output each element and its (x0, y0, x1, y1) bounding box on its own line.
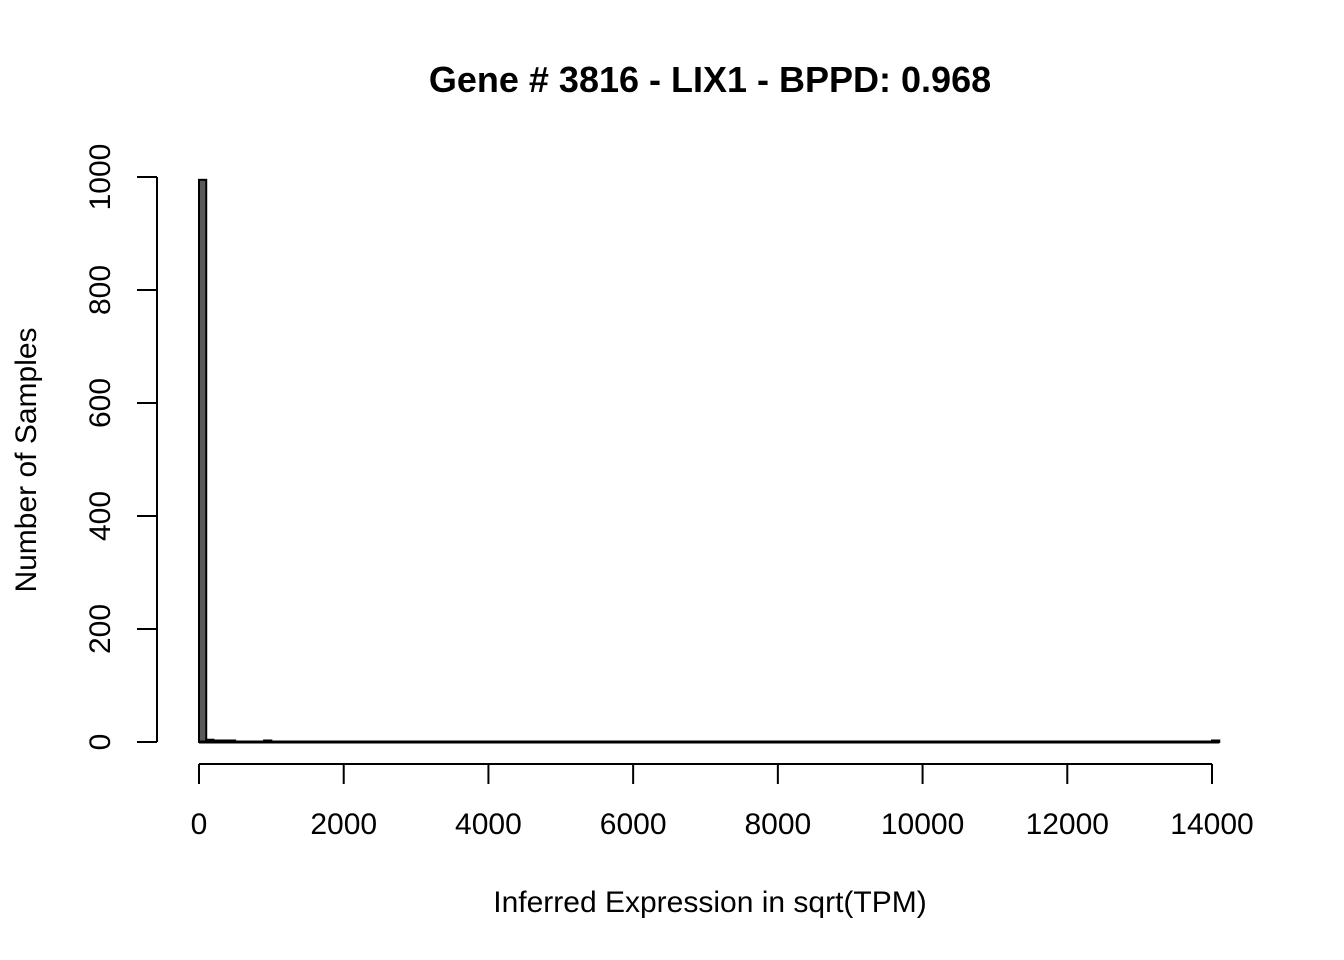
histogram-bar (198, 178, 208, 743)
y-tick-label: 400 (84, 491, 117, 541)
x-tick-label: 0 (191, 808, 208, 841)
x-tick-label: 14000 (1170, 808, 1253, 841)
x-axis-title: Inferred Expression in sqrt(TPM) (493, 886, 926, 919)
y-axis-title: Number of Samples (10, 327, 43, 592)
x-tick-label: 10000 (881, 808, 964, 841)
x-tick-label: 12000 (1026, 808, 1109, 841)
y-tick-label: 200 (84, 604, 117, 654)
y-tick-label: 800 (84, 265, 117, 315)
chart-title: Gene # 3816 - LIX1 - BPPD: 0.968 (429, 59, 991, 100)
y-tick-label: 1000 (84, 144, 117, 211)
y-axis: 0 200 400 600 800 1000 (84, 144, 158, 751)
x-tick-label: 6000 (600, 808, 667, 841)
x-tick-label: 2000 (310, 808, 377, 841)
y-tick-label: 600 (84, 378, 117, 428)
x-tick-label: 4000 (455, 808, 522, 841)
x-tick-label: 8000 (744, 808, 811, 841)
x-axis: 0 2000 4000 6000 8000 10000 12000 14000 (191, 763, 1254, 841)
y-tick-label: 0 (84, 734, 117, 751)
histogram-bars (198, 178, 1221, 744)
